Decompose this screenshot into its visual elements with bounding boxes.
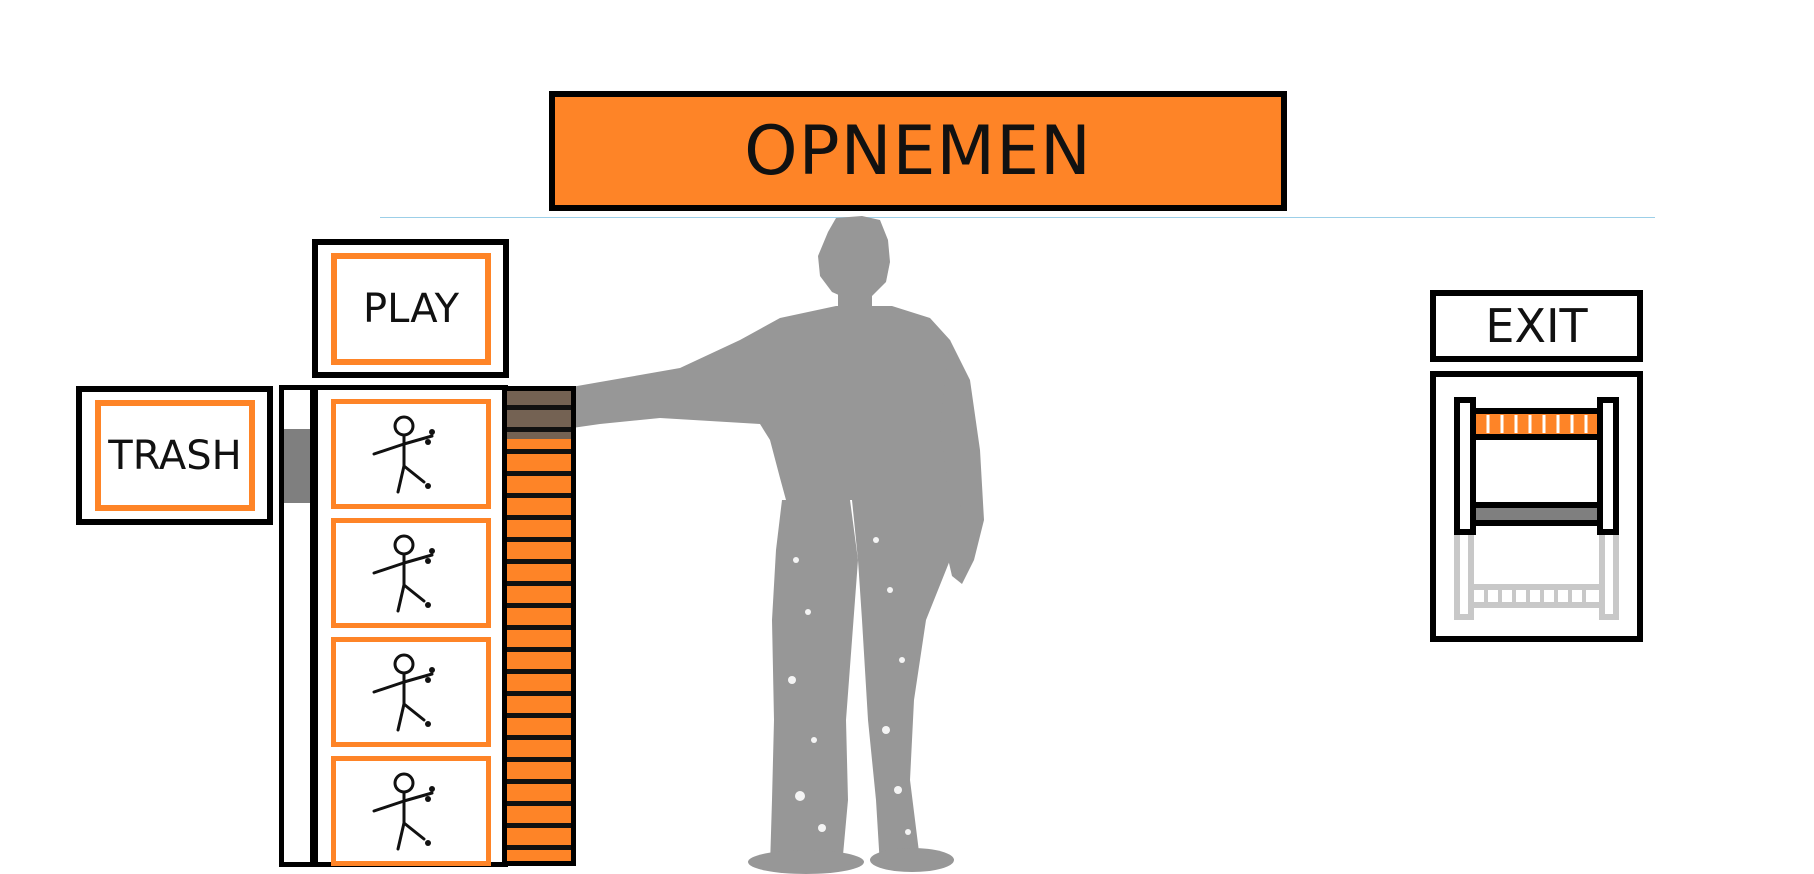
timeline-rung [507, 713, 571, 718]
timeline-rung [507, 537, 571, 542]
timeline-rung [507, 405, 571, 410]
timeline-rung [507, 779, 571, 784]
timeline-rung [507, 625, 571, 630]
timeline-rung [507, 449, 571, 454]
page-title: OPNEMEN [549, 91, 1287, 211]
timeline-ladder[interactable] [502, 386, 576, 866]
recording-thumbnail[interactable] [331, 518, 491, 628]
play-button-label[interactable]: PLAY [331, 253, 491, 365]
timeline-rung [507, 581, 571, 586]
timeline-rung [507, 427, 571, 432]
timeline-rung [507, 757, 571, 762]
timeline-rung [507, 647, 571, 652]
trash-button-label[interactable]: TRASH [95, 400, 255, 511]
timeline-rung [507, 845, 571, 850]
timeline-rung [507, 515, 571, 520]
timeline-rung [507, 691, 571, 696]
title-separator [380, 217, 1655, 218]
stick-figure-icon [372, 415, 435, 494]
recording-thumbnail[interactable] [331, 756, 491, 866]
timeline-rung [507, 669, 571, 674]
stick-figure-icon [372, 534, 435, 613]
recording-thumbnail[interactable] [331, 399, 491, 509]
timeline-rung [507, 493, 571, 498]
timeline-rung [507, 801, 571, 806]
timeline-rung [507, 471, 571, 476]
timeline-rung [507, 603, 571, 608]
recordings-scroll-handle[interactable] [284, 429, 310, 503]
recording-thumbnail[interactable] [331, 637, 491, 747]
timeline-rung [507, 735, 571, 740]
timeline-rung [507, 823, 571, 828]
recording-preview-panel [1430, 371, 1643, 642]
ladder-icon [1454, 397, 1619, 620]
stick-figure-icon [372, 653, 435, 732]
exit-button[interactable]: EXIT [1430, 290, 1643, 362]
stick-figure-icon [372, 772, 435, 851]
timeline-rung [507, 559, 571, 564]
